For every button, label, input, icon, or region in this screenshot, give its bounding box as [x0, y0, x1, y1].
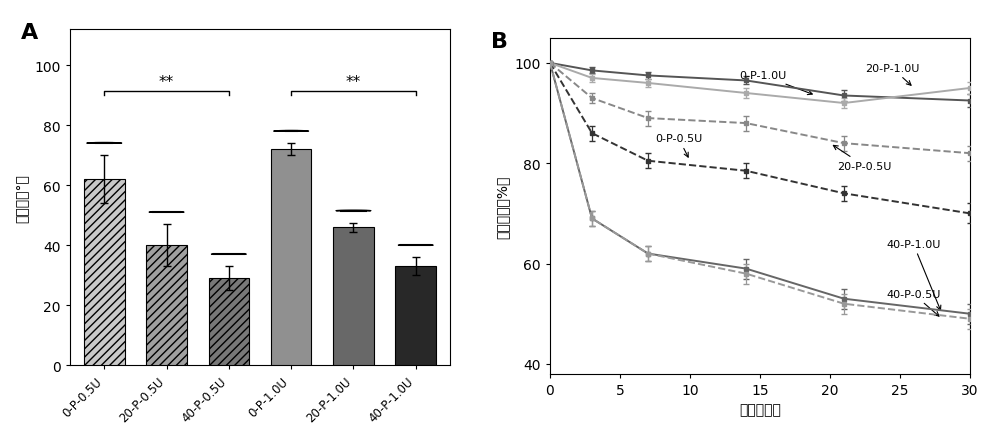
Text: 20-P-1.0U: 20-P-1.0U [865, 64, 919, 86]
Text: 0-P-1.0U: 0-P-1.0U [739, 71, 812, 95]
Bar [209, 279, 249, 366]
Polygon shape [398, 245, 433, 246]
Text: 0-P-0.5U: 0-P-0.5U [655, 134, 702, 158]
Text: 20-P-0.5U: 20-P-0.5U [833, 146, 891, 171]
Y-axis label: 接触角（°）: 接触角（°） [15, 173, 29, 222]
Polygon shape [87, 143, 122, 144]
Polygon shape [274, 131, 309, 132]
Bar [84, 180, 125, 366]
Bar [395, 267, 436, 366]
Text: A: A [21, 23, 38, 43]
X-axis label: 时间（天）: 时间（天） [739, 402, 781, 417]
Bar [271, 150, 311, 366]
Bar [333, 228, 374, 366]
Text: 40-P-0.5U: 40-P-0.5U [886, 289, 940, 316]
Text: B: B [491, 32, 508, 52]
Text: **: ** [346, 75, 361, 90]
Y-axis label: 保留质量（%）: 保留质量（%） [495, 175, 509, 238]
Text: **: ** [159, 75, 174, 90]
Bar [146, 246, 187, 366]
Polygon shape [149, 212, 184, 213]
Text: 40-P-1.0U: 40-P-1.0U [886, 239, 941, 310]
